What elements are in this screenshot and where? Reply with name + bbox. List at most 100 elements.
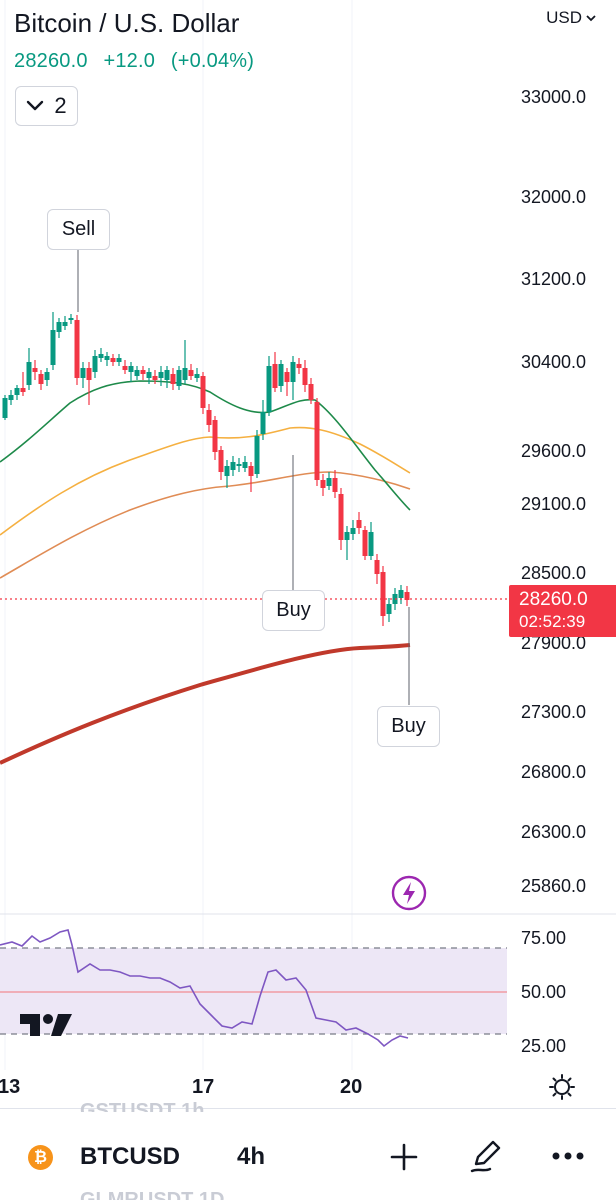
candle-body [266, 366, 272, 412]
candle-body [260, 412, 266, 434]
candle-body [86, 368, 92, 380]
candle-body [284, 372, 290, 382]
candle-body [320, 480, 326, 488]
candle-body [146, 372, 152, 378]
candle-body [80, 368, 86, 378]
candle-body [308, 384, 314, 400]
candle-body [134, 370, 140, 376]
candle-body [74, 320, 80, 378]
crosshair-icon[interactable] [549, 1074, 575, 1100]
sell-signal-label[interactable]: Sell [47, 209, 110, 250]
bar-countdown: 02:52:39 [519, 612, 586, 631]
candle-body [62, 322, 68, 326]
candle-body [8, 395, 14, 400]
candle-body [128, 366, 134, 372]
chevron-down-icon [586, 15, 596, 22]
candle-body [176, 370, 182, 386]
currency-selector[interactable]: USD [546, 8, 596, 28]
indicators-toggle-button[interactable]: 2 [15, 86, 78, 126]
rsi-axis-label: 25.00 [521, 1036, 567, 1056]
price-change: +12.0 [103, 50, 156, 72]
candle-body [122, 366, 128, 370]
candle-body [38, 374, 44, 384]
price-axis-label: 29100.0 [521, 494, 587, 514]
more-icon[interactable] [551, 1150, 585, 1162]
candle-body [224, 466, 230, 476]
candle-body [290, 362, 296, 382]
candle-body [326, 478, 332, 486]
candle-body [302, 368, 308, 385]
price-axis-label: 29600.0 [521, 441, 587, 461]
candle-body [92, 356, 98, 372]
candle-body [206, 410, 212, 425]
time-axis-label: 13 [0, 1076, 21, 1098]
candle-body [20, 388, 26, 392]
price-axis-label: 25860.0 [521, 876, 587, 896]
symbol-selector[interactable]: BTCUSD [80, 1143, 180, 1170]
candle-body [236, 464, 242, 466]
candle-body [362, 530, 368, 556]
ghost-symbol-bottom: GLMRUSDT 1D [80, 1190, 224, 1200]
candle-body [32, 368, 38, 372]
price-axis-label: 26300.0 [521, 822, 587, 842]
candle-body [350, 528, 356, 534]
time-axis-label: 17 [192, 1076, 215, 1098]
interval-selector[interactable]: 4h [237, 1143, 266, 1170]
candle-body [218, 450, 224, 472]
plus-icon[interactable] [390, 1143, 418, 1171]
currency-label: USD [546, 8, 582, 27]
candle-body [158, 372, 164, 378]
tradingview-logo [20, 1014, 72, 1036]
candle-body [110, 358, 116, 362]
price-axis-label: 27300.0 [521, 702, 587, 722]
price-axis-label: 32000.0 [521, 187, 587, 207]
candle-body [170, 374, 176, 384]
candle-body [368, 532, 374, 556]
bitcoin-icon: ₿ [28, 1145, 53, 1170]
candle-body [188, 370, 194, 376]
candle-body [230, 462, 236, 470]
candle-body [272, 364, 278, 388]
candle-body [332, 478, 338, 492]
candle-body [152, 376, 158, 380]
rsi-line [0, 929, 409, 1048]
last-price-value: 28260.0 [519, 589, 588, 610]
ema-green-line [0, 380, 411, 511]
candle-body [164, 370, 170, 380]
candle-body [56, 322, 62, 332]
candle-body [386, 604, 392, 614]
ema-yellow-line [0, 426, 411, 536]
candle-body [26, 362, 32, 385]
pen-icon[interactable] [468, 1138, 504, 1174]
chevron-down-icon [27, 100, 44, 111]
candle-body [140, 370, 146, 374]
candle-body [248, 466, 254, 476]
bolt-icon[interactable] [391, 875, 427, 911]
price-axis-label: 28500.0 [521, 563, 587, 583]
candle-body [182, 368, 188, 380]
candle-body [338, 494, 344, 540]
ema-orange-line [0, 471, 411, 579]
price-axis-label: 30400.0 [521, 352, 587, 372]
candle-body [314, 402, 320, 480]
price-quote: 28260.0 +12.0 (+0.04%) [14, 50, 264, 73]
candle-body [356, 520, 362, 528]
candle-body [212, 420, 218, 452]
price-axis-label: 26800.0 [521, 762, 587, 782]
candle-body [104, 356, 110, 360]
current-price: 28260.0 [14, 50, 88, 72]
ghost-symbol-top: GSTUSDT 1h [80, 1100, 205, 1112]
price-axis-label: 31200.0 [521, 269, 587, 289]
candle-body [398, 590, 404, 598]
candle-body [68, 318, 74, 320]
ema-red-line [0, 643, 411, 765]
buy-signal-label[interactable]: Buy [377, 706, 440, 747]
candle-body [344, 532, 350, 540]
last-price-badge: 28260.0 02:52:39 [509, 585, 616, 637]
indicator-count: 2 [54, 93, 67, 118]
time-axis-label: 20 [340, 1076, 363, 1098]
rsi-axis-label: 75.00 [521, 928, 567, 948]
candle-body [200, 376, 206, 408]
buy-signal-label[interactable]: Buy [262, 590, 325, 631]
